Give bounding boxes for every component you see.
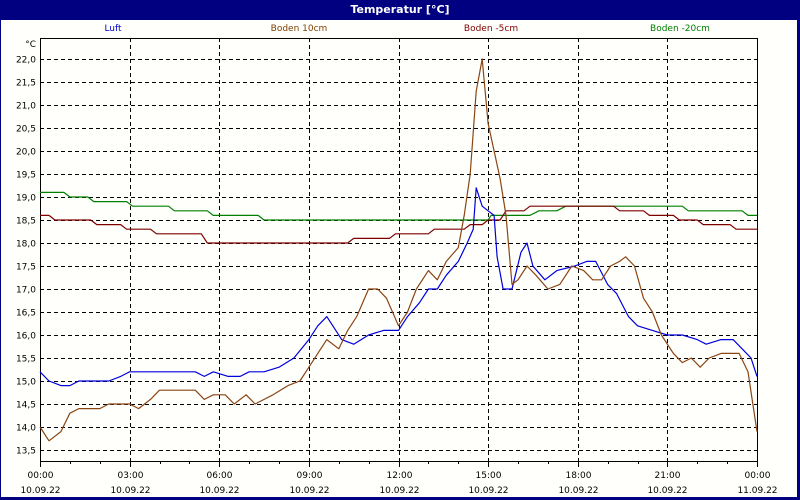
x-tick-date: 10.09.22 (558, 486, 598, 496)
x-tick-time: 00:00 (28, 471, 54, 481)
y-tick-label: 19,0 (16, 194, 36, 204)
legend-item: Boden -20cm (650, 24, 710, 34)
chart-title: Temperatur [°C] (0, 0, 800, 20)
x-tick-time: 09:00 (297, 471, 323, 481)
legend-item: Boden 10cm (270, 24, 328, 34)
x-tick-date: 10.09.22 (199, 486, 239, 496)
x-tick-date: 10.09.22 (468, 486, 508, 496)
y-tick-label: 20,0 (16, 148, 36, 158)
y-tick-label: 14,0 (16, 424, 36, 434)
y-tick-label: 19,5 (16, 171, 36, 181)
y-tick-label: 18,5 (16, 217, 36, 227)
y-tick-label: 18,0 (16, 240, 36, 250)
x-tick-time: 18:00 (566, 471, 592, 481)
x-tick-date: 10.09.22 (110, 486, 150, 496)
x-tick-time: 21:00 (655, 471, 681, 481)
plot-frame (40, 38, 758, 462)
series-line-luft (39, 187, 758, 387)
y-tick-label: 15,5 (16, 355, 36, 365)
legend-item: Luft (104, 24, 122, 34)
y-tick-label: 21,0 (16, 102, 36, 112)
y-tick-label: 20,5 (16, 125, 36, 135)
y-tick-label: 22,0 (16, 56, 36, 66)
x-tick-time: 06:00 (207, 471, 233, 481)
x-tick-date: 11.09.22 (737, 486, 777, 496)
x-tick-date: 10.09.22 (289, 486, 329, 496)
x-tick-time: 00:00 (745, 471, 771, 481)
x-tick-time: 03:00 (118, 471, 144, 481)
series-line-boden-10cm (39, 58, 758, 442)
x-tick-date: 10.09.22 (379, 486, 419, 496)
y-tick-label: 15,0 (16, 378, 36, 388)
y-tick-label: 21,5 (16, 79, 36, 89)
y-tick-label: 17,0 (16, 286, 36, 296)
y-unit-label: °C (25, 40, 36, 50)
x-tick-time: 12:00 (387, 471, 413, 481)
x-tick-time: 15:00 (476, 471, 502, 481)
legend-item: Boden -5cm (463, 24, 519, 34)
x-tick-date: 10.09.22 (647, 486, 687, 496)
y-tick-label: 13,5 (16, 447, 36, 457)
series-line-boden-5cm (40, 205, 757, 244)
y-tick-label: 16,0 (16, 332, 36, 342)
y-tick-label: 14,5 (16, 401, 36, 411)
y-tick-label: 17,5 (16, 263, 36, 273)
y-tick-label: 16,5 (16, 309, 36, 319)
series-line-boden-20cm (40, 191, 757, 221)
x-tick-date: 10.09.22 (20, 486, 60, 496)
